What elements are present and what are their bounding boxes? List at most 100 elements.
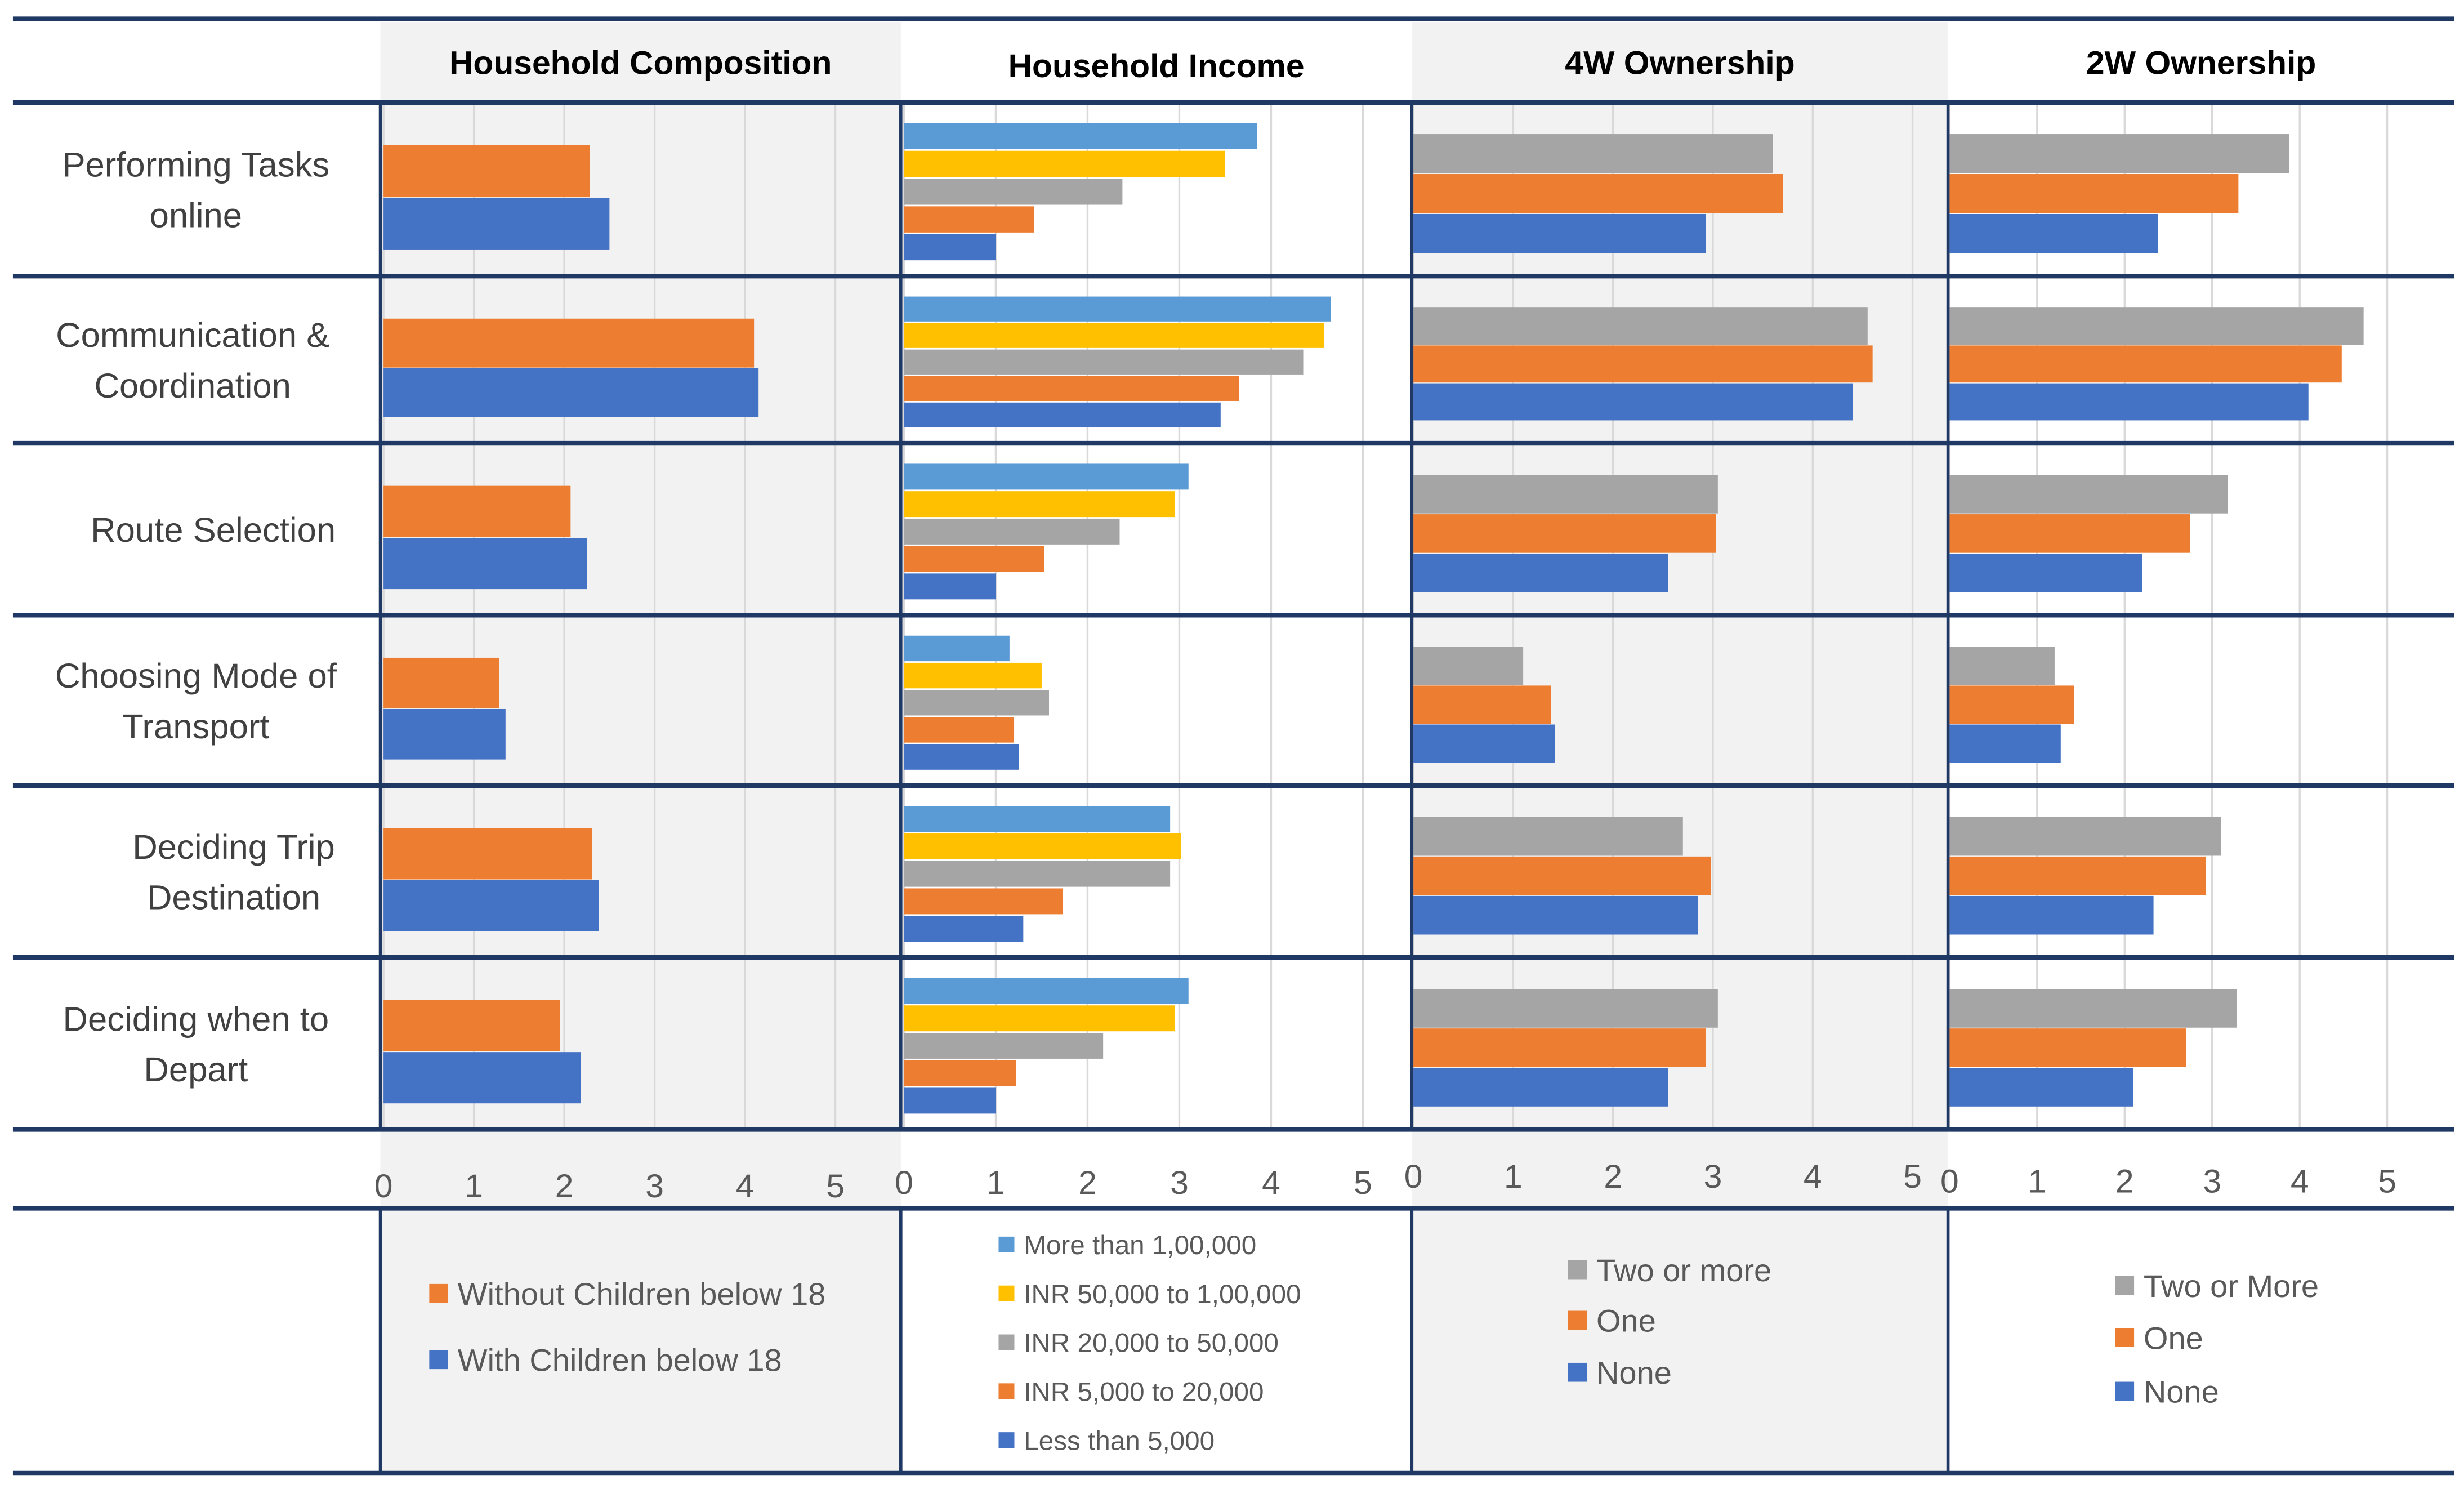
bar (383, 1000, 560, 1051)
legend-label: One (2144, 1320, 2203, 1356)
bar (1949, 345, 2342, 383)
tick-label: 1 (987, 1165, 1005, 1201)
tick-label: 0 (895, 1165, 913, 1201)
bar (904, 349, 1304, 375)
row-label: Coordination (95, 367, 291, 405)
bar (904, 635, 1010, 662)
bar (1413, 724, 1555, 763)
legend-swatch (1568, 1260, 1587, 1280)
row-label: Depart (144, 1050, 248, 1089)
bar (1949, 134, 2289, 173)
bar (1413, 514, 1716, 553)
bar (1413, 895, 1698, 935)
bar (1413, 213, 1706, 253)
tick-label: 0 (1940, 1163, 1959, 1200)
bar (1413, 307, 1868, 345)
tick-label: 2 (2115, 1163, 2134, 1200)
bar (1949, 213, 2158, 253)
panel-title: 4W Ownership (1565, 45, 1795, 82)
bar (1949, 307, 2364, 345)
bar (1949, 1028, 2186, 1067)
bar (383, 657, 499, 708)
tick-label: 4 (1804, 1158, 1822, 1195)
bar (904, 888, 1063, 915)
legend-label: INR 20,000 to 50,000 (1024, 1328, 1279, 1358)
bar (1949, 685, 2074, 724)
legend-swatch (429, 1350, 448, 1370)
bar (383, 485, 571, 537)
legend-label: With Children below 18 (458, 1342, 782, 1377)
bar (904, 179, 1123, 205)
bar (1413, 1028, 1706, 1067)
legend-swatch (2115, 1328, 2135, 1347)
legend-swatch (998, 1285, 1015, 1301)
bar (904, 573, 996, 600)
legend-swatch (998, 1383, 1015, 1399)
legend-swatch (2115, 1276, 2135, 1295)
bar (1949, 856, 2206, 895)
row-label: Transport (122, 707, 269, 746)
bar (904, 323, 1325, 348)
bar (1949, 475, 2228, 514)
legend-label: None (2144, 1374, 2219, 1410)
bar (904, 1032, 1104, 1059)
bar (383, 828, 592, 880)
tick-label: 5 (826, 1168, 845, 1205)
panel-title: Household Income (1008, 48, 1305, 84)
bar (904, 744, 1019, 770)
tick-label: 5 (1903, 1158, 1922, 1195)
bar (904, 463, 1189, 490)
bar (904, 662, 1042, 689)
bar (904, 806, 1171, 832)
tick-label: 2 (1604, 1158, 1622, 1195)
bar (904, 518, 1120, 545)
tick-label: 1 (465, 1168, 483, 1205)
legend-swatch (998, 1236, 1015, 1252)
bar (1413, 1068, 1668, 1107)
bar (1413, 383, 1853, 421)
bar (904, 978, 1189, 1004)
bar (904, 402, 1221, 428)
tick-label: 1 (2028, 1163, 2046, 1200)
legend-label: None (1596, 1355, 1672, 1390)
legend-label: Two or More (2144, 1268, 2319, 1304)
bar (904, 833, 1181, 859)
bar (1949, 554, 2142, 592)
bar (904, 861, 1171, 887)
bar (1949, 383, 2309, 421)
bar (904, 546, 1044, 572)
bar (383, 368, 759, 417)
bar (1949, 895, 2154, 935)
row-label: Choosing Mode of (55, 657, 337, 696)
bar (904, 916, 1024, 942)
bar (904, 1087, 996, 1114)
bar (904, 234, 996, 261)
legend-label: Without Children below 18 (458, 1276, 826, 1312)
tick-label: 1 (1504, 1158, 1523, 1195)
bar (904, 1005, 1175, 1032)
legend-label: More than 1,00,000 (1024, 1231, 1256, 1260)
bar (1949, 989, 2237, 1028)
bar (1413, 134, 1773, 173)
legend-swatch (998, 1334, 1015, 1350)
legend-swatch (429, 1283, 448, 1303)
tick-label: 3 (645, 1168, 664, 1205)
tick-label: 5 (1354, 1165, 1372, 1201)
legend-label: INR 5,000 to 20,000 (1024, 1377, 1264, 1407)
bar (383, 708, 506, 760)
bar (383, 880, 599, 931)
tick-label: 4 (736, 1168, 755, 1205)
bar (1413, 174, 1783, 213)
bar (1949, 1068, 2133, 1107)
bar (383, 198, 610, 250)
legend-swatch (2115, 1381, 2135, 1401)
bar (904, 376, 1239, 401)
bar (904, 123, 1258, 149)
bar (1949, 514, 2190, 553)
bar (1949, 647, 2055, 685)
bar (904, 690, 1049, 716)
bar (904, 206, 1034, 233)
tick-label: 5 (2378, 1163, 2396, 1200)
row-label: Route Selection (91, 511, 336, 550)
tick-label: 4 (1262, 1165, 1280, 1201)
